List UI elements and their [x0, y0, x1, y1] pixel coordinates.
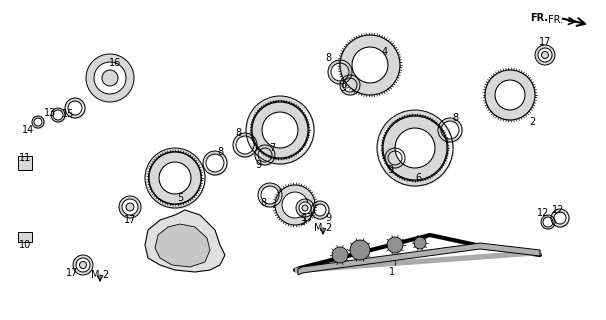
Circle shape	[352, 47, 388, 83]
Circle shape	[102, 70, 118, 86]
Text: 17: 17	[539, 37, 551, 47]
Circle shape	[538, 48, 552, 62]
Circle shape	[86, 54, 134, 102]
Text: 16: 16	[109, 58, 121, 68]
Circle shape	[126, 203, 134, 211]
Circle shape	[387, 237, 403, 253]
Text: M-2: M-2	[314, 223, 332, 233]
Polygon shape	[155, 224, 210, 267]
Circle shape	[332, 247, 348, 263]
Text: 9: 9	[325, 213, 331, 223]
Text: FR.: FR.	[548, 15, 575, 25]
Text: 8: 8	[325, 53, 331, 63]
Circle shape	[149, 152, 201, 204]
Text: 8: 8	[217, 147, 223, 157]
Text: 1: 1	[389, 267, 395, 277]
Circle shape	[122, 199, 138, 215]
Circle shape	[296, 199, 314, 217]
Circle shape	[73, 255, 93, 275]
Text: M-2: M-2	[91, 270, 109, 280]
Circle shape	[542, 52, 548, 59]
Circle shape	[414, 237, 426, 249]
Circle shape	[252, 102, 308, 158]
Circle shape	[94, 62, 126, 94]
Text: 8: 8	[235, 128, 241, 138]
Text: 10: 10	[19, 240, 31, 250]
Text: 11: 11	[19, 153, 31, 163]
Circle shape	[76, 258, 90, 272]
Text: 8: 8	[452, 113, 458, 123]
Circle shape	[395, 128, 435, 168]
FancyBboxPatch shape	[18, 232, 32, 242]
Polygon shape	[145, 210, 225, 272]
Text: 9: 9	[340, 83, 346, 93]
Circle shape	[299, 202, 311, 214]
Circle shape	[275, 185, 315, 225]
Polygon shape	[298, 243, 540, 275]
Text: 7: 7	[269, 143, 275, 153]
Circle shape	[485, 70, 535, 120]
Circle shape	[495, 80, 525, 110]
Circle shape	[262, 112, 298, 148]
Text: 2: 2	[529, 117, 535, 127]
Circle shape	[383, 116, 447, 180]
Text: FR.: FR.	[530, 13, 548, 23]
Text: 15: 15	[62, 109, 74, 119]
Circle shape	[535, 45, 555, 65]
Text: 12: 12	[552, 205, 564, 215]
Text: 3: 3	[299, 217, 305, 227]
FancyBboxPatch shape	[18, 156, 32, 170]
Circle shape	[350, 240, 370, 260]
Text: 5: 5	[177, 193, 183, 203]
Text: 17: 17	[302, 213, 314, 223]
Circle shape	[340, 35, 400, 95]
Text: 13: 13	[44, 108, 56, 118]
Circle shape	[159, 162, 191, 194]
Text: 4: 4	[382, 47, 388, 57]
Text: 9: 9	[387, 165, 393, 175]
Text: 17: 17	[124, 215, 136, 225]
Circle shape	[79, 261, 87, 268]
Text: 12: 12	[537, 208, 549, 218]
Text: 9: 9	[255, 160, 261, 170]
Text: 17: 17	[66, 268, 78, 278]
Circle shape	[119, 196, 141, 218]
Text: 14: 14	[22, 125, 34, 135]
Text: 8: 8	[260, 198, 266, 208]
Circle shape	[282, 192, 308, 218]
Circle shape	[302, 205, 308, 211]
Text: 6: 6	[415, 173, 421, 183]
